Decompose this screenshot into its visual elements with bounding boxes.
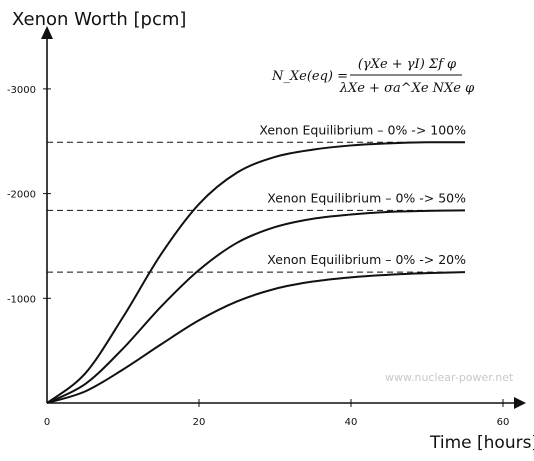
equation-denominator: λXe + σa^Xe NXe φ xyxy=(339,81,475,96)
equation: N_Xe(eq) = (γXe + γI) Σf φ λXe + σa^Xe N… xyxy=(271,57,475,96)
x-axis-arrow xyxy=(514,397,526,409)
series-annotation: Xenon Equilibrium – 0% -> 50% xyxy=(267,190,466,205)
y-axis-label: Xenon Worth [pcm] xyxy=(12,9,186,30)
y-tick-label: -2000 xyxy=(7,190,36,201)
y-tick-label: -3000 xyxy=(7,85,36,96)
watermark: www.nuclear-power.net xyxy=(385,371,514,384)
equation-lhs: N_Xe(eq) = xyxy=(271,69,348,84)
x-tick-label: 0 xyxy=(44,417,50,428)
x-axis-label: Time [hours] xyxy=(429,433,534,453)
equation-numerator: (γXe + γI) Σf φ xyxy=(358,57,457,72)
chart-marks: Xenon Equilibrium – 0% -> 100% Xenon Equi… xyxy=(46,122,466,404)
y-tick-label: -1000 xyxy=(7,294,36,305)
x-tick-label: 60 xyxy=(497,417,510,428)
series-annotation: Xenon Equilibrium – 0% -> 20% xyxy=(267,252,466,267)
y-axis-arrow xyxy=(41,26,53,39)
series-line xyxy=(46,209,466,404)
axes: 0 20 40 60 -1000 -2000 -3000 xyxy=(7,26,526,428)
series-line xyxy=(46,141,466,404)
x-tick-label: 20 xyxy=(193,417,206,428)
series-line xyxy=(46,271,466,404)
series-annotation: Xenon Equilibrium – 0% -> 100% xyxy=(259,122,466,137)
x-tick-label: 40 xyxy=(345,417,358,428)
